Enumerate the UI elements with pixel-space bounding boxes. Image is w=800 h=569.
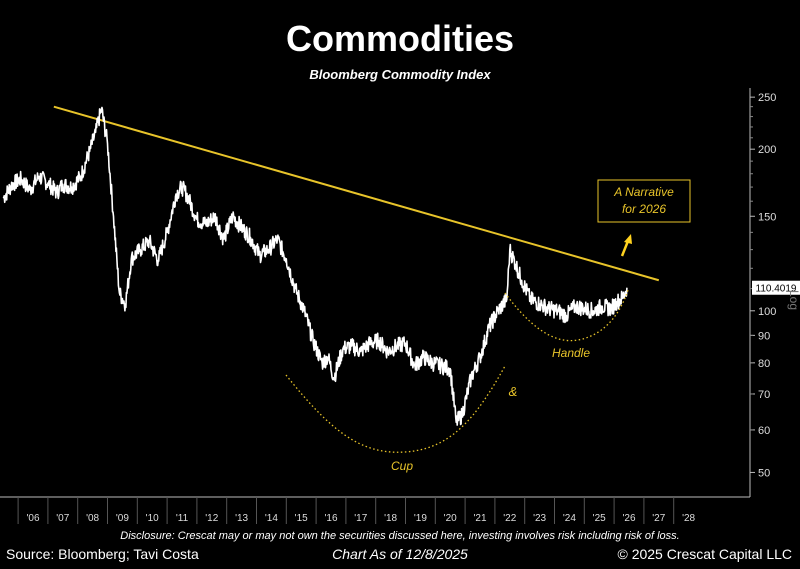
x-tick-label: '23 bbox=[533, 513, 546, 524]
narrative-line-2: for 2026 bbox=[622, 202, 666, 216]
series-group bbox=[2, 106, 628, 426]
y-tick-label: 60 bbox=[758, 425, 770, 437]
commodity-index-line bbox=[2, 106, 628, 426]
copyright-text: © 2025 Crescat Capital LLC bbox=[617, 546, 792, 562]
y-tick-label: 90 bbox=[758, 330, 770, 342]
x-tick-label: '16 bbox=[324, 513, 337, 524]
y-tick-label: 150 bbox=[758, 211, 776, 223]
x-tick-label: '20 bbox=[444, 513, 457, 524]
cup-arc bbox=[285, 365, 506, 453]
x-tick-label: '19 bbox=[414, 513, 427, 524]
x-tick-label: '27 bbox=[652, 513, 665, 524]
last-value-box bbox=[752, 280, 800, 295]
y-tick-label: 70 bbox=[758, 389, 770, 401]
handle-label: Handle bbox=[552, 346, 590, 360]
and-label: & bbox=[509, 384, 518, 399]
disclosure-text: Disclosure: Crescat may or may not own t… bbox=[120, 530, 680, 542]
x-tick-label: '21 bbox=[473, 513, 486, 524]
x-tick-label: '08 bbox=[86, 513, 99, 524]
x-tick-label: '18 bbox=[384, 513, 397, 524]
x-tick-label: '25 bbox=[593, 513, 606, 524]
narrative-box bbox=[597, 179, 691, 223]
last-value-tag: 110.4019 bbox=[752, 280, 800, 295]
x-tick-label: '22 bbox=[503, 513, 516, 524]
x-tick-label: '07 bbox=[56, 513, 69, 524]
trendline-group bbox=[53, 105, 660, 282]
x-tick-label: '12 bbox=[205, 513, 218, 524]
annotation-group: A Narrative for 2026 Cup & Handle bbox=[285, 179, 691, 473]
y-tick-label: 80 bbox=[758, 358, 770, 370]
handle-arc bbox=[504, 289, 629, 342]
up-arrow-icon bbox=[620, 234, 632, 257]
narrative-line-1: A Narrative bbox=[613, 185, 674, 199]
y-tick-label: 50 bbox=[758, 467, 770, 479]
x-tick-label: '09 bbox=[116, 513, 129, 524]
y-axis: 50 60 70 80 90 100 150 200 250 bbox=[749, 88, 776, 497]
x-tick-label: '26 bbox=[622, 513, 635, 524]
chart-subtitle: Bloomberg Commodity Index bbox=[309, 67, 491, 82]
log-axis-label: Log bbox=[787, 290, 800, 310]
cup-label: Cup bbox=[391, 459, 413, 473]
chart-date: Chart As of 12/8/2025 bbox=[332, 546, 468, 562]
x-tick-label: '06 bbox=[26, 513, 39, 524]
last-value-label: 110.4019 bbox=[756, 284, 797, 295]
chart-title: Commodities bbox=[285, 18, 515, 59]
x-tick-label: '14 bbox=[265, 513, 278, 524]
x-tick-label: '17 bbox=[354, 513, 367, 524]
y-tick-label: 250 bbox=[758, 92, 776, 104]
x-tick-label: '10 bbox=[146, 513, 159, 524]
x-tick-label: '13 bbox=[235, 513, 248, 524]
y-tick-label: 200 bbox=[758, 144, 776, 156]
x-tick-label: '24 bbox=[563, 513, 576, 524]
x-tick-label: '15 bbox=[295, 513, 308, 524]
x-axis: '06 '07 '08 '09 '10 '11 '12 '13 '14 '15 '16 '17 '18 '… bbox=[0, 496, 750, 524]
y-tick-label: 100 bbox=[758, 306, 776, 318]
resistance-trendline bbox=[53, 105, 660, 282]
source-text: Source: Bloomberg; Tavi Costa bbox=[6, 546, 199, 562]
x-tick-label: '28 bbox=[682, 513, 695, 524]
x-tick-label: '11 bbox=[176, 513, 189, 524]
